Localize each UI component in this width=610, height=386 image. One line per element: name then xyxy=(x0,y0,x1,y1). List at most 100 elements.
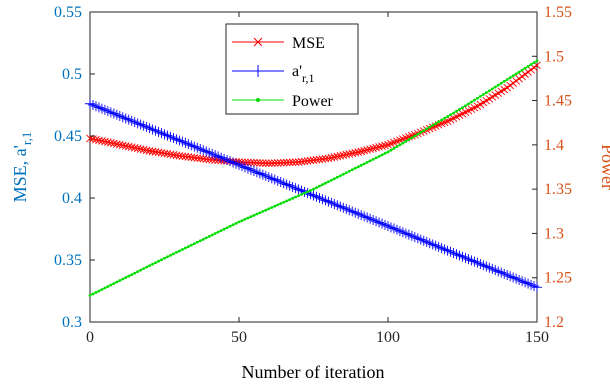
data-point xyxy=(288,198,292,202)
data-point xyxy=(407,138,411,141)
data-point xyxy=(395,145,399,149)
data-point xyxy=(139,145,148,154)
data-point xyxy=(198,239,202,243)
series-mse xyxy=(86,61,541,168)
data-point xyxy=(428,125,432,129)
data-point xyxy=(401,141,405,145)
data-point xyxy=(145,265,149,269)
data-point xyxy=(148,264,152,268)
data-point xyxy=(127,274,131,278)
legend-box xyxy=(225,23,359,115)
data-point xyxy=(383,152,387,155)
y-right-tick-label: 1.2 xyxy=(544,314,564,331)
data-point xyxy=(154,261,157,265)
data-point xyxy=(535,59,539,63)
data-point xyxy=(285,158,294,167)
data-point xyxy=(166,255,169,259)
data-point xyxy=(112,282,116,285)
y-right-tick-label: 1.55 xyxy=(544,4,572,21)
data-point xyxy=(118,279,122,282)
data-point xyxy=(478,94,482,98)
data-point xyxy=(264,159,273,168)
data-point xyxy=(291,196,295,200)
data-point xyxy=(160,258,163,262)
data-point xyxy=(189,243,193,247)
data-point xyxy=(449,113,452,117)
series-a-r-1 xyxy=(85,98,542,293)
data-point xyxy=(520,68,524,72)
data-point xyxy=(410,136,414,140)
y-left-tick-label: 0.5 xyxy=(62,66,82,83)
data-point xyxy=(347,169,351,173)
data-point xyxy=(261,210,265,213)
series-markers xyxy=(85,98,542,293)
data-point xyxy=(222,227,226,231)
data-point xyxy=(273,204,277,208)
data-point xyxy=(124,276,128,279)
data-point xyxy=(175,251,178,254)
y-right-tick-label: 1.45 xyxy=(544,93,572,110)
data-point xyxy=(255,212,259,216)
data-point xyxy=(118,141,127,150)
data-point xyxy=(107,139,115,147)
x-tick-label: 150 xyxy=(525,329,549,346)
series-markers xyxy=(86,61,541,168)
data-point xyxy=(341,172,345,176)
y-left-tick-label: 0.45 xyxy=(54,128,82,145)
data-point xyxy=(178,249,181,253)
data-point xyxy=(285,199,289,203)
data-point xyxy=(455,109,458,113)
data-point xyxy=(169,253,172,257)
data-point xyxy=(202,155,211,164)
data-point xyxy=(89,135,97,143)
x-tick-label: 0 xyxy=(86,329,94,346)
data-point xyxy=(101,137,109,146)
data-point xyxy=(422,129,426,133)
data-point xyxy=(91,292,95,296)
data-point xyxy=(172,252,175,256)
data-point xyxy=(136,270,140,274)
data-point xyxy=(267,159,276,167)
data-point xyxy=(142,267,146,271)
data-point xyxy=(362,162,366,166)
data-point xyxy=(386,150,390,154)
data-point xyxy=(204,236,208,240)
data-point xyxy=(240,219,244,223)
y-right-tick-label: 1.3 xyxy=(544,225,564,242)
data-point xyxy=(252,213,256,217)
data-point xyxy=(219,229,223,233)
data-point xyxy=(502,79,506,83)
data-point xyxy=(532,61,536,64)
data-point xyxy=(425,127,429,131)
data-point xyxy=(375,143,383,151)
data-point xyxy=(246,216,250,220)
data-point xyxy=(279,202,283,205)
data-point xyxy=(276,203,280,207)
data-point xyxy=(329,178,333,182)
data-point xyxy=(151,262,154,266)
data-point xyxy=(130,143,139,152)
data-point xyxy=(133,271,137,275)
data-point xyxy=(163,256,166,260)
data-point xyxy=(130,273,134,276)
data-point xyxy=(104,138,112,147)
data-point xyxy=(231,223,235,227)
data-point xyxy=(434,122,438,125)
data-point xyxy=(133,144,142,153)
data-point xyxy=(136,145,145,153)
data-point xyxy=(270,159,279,167)
data-point xyxy=(92,135,100,144)
data-point xyxy=(470,100,473,104)
data-point xyxy=(300,192,303,196)
data-point xyxy=(360,146,368,155)
legend-marker-dot-icon xyxy=(256,98,260,102)
data-point xyxy=(344,171,348,175)
data-point xyxy=(180,248,184,251)
data-point xyxy=(109,283,113,287)
data-point xyxy=(514,72,518,76)
data-point xyxy=(363,146,371,154)
data-point xyxy=(106,285,110,288)
data-point xyxy=(505,78,509,81)
data-point xyxy=(205,155,214,164)
data-point xyxy=(496,83,500,87)
